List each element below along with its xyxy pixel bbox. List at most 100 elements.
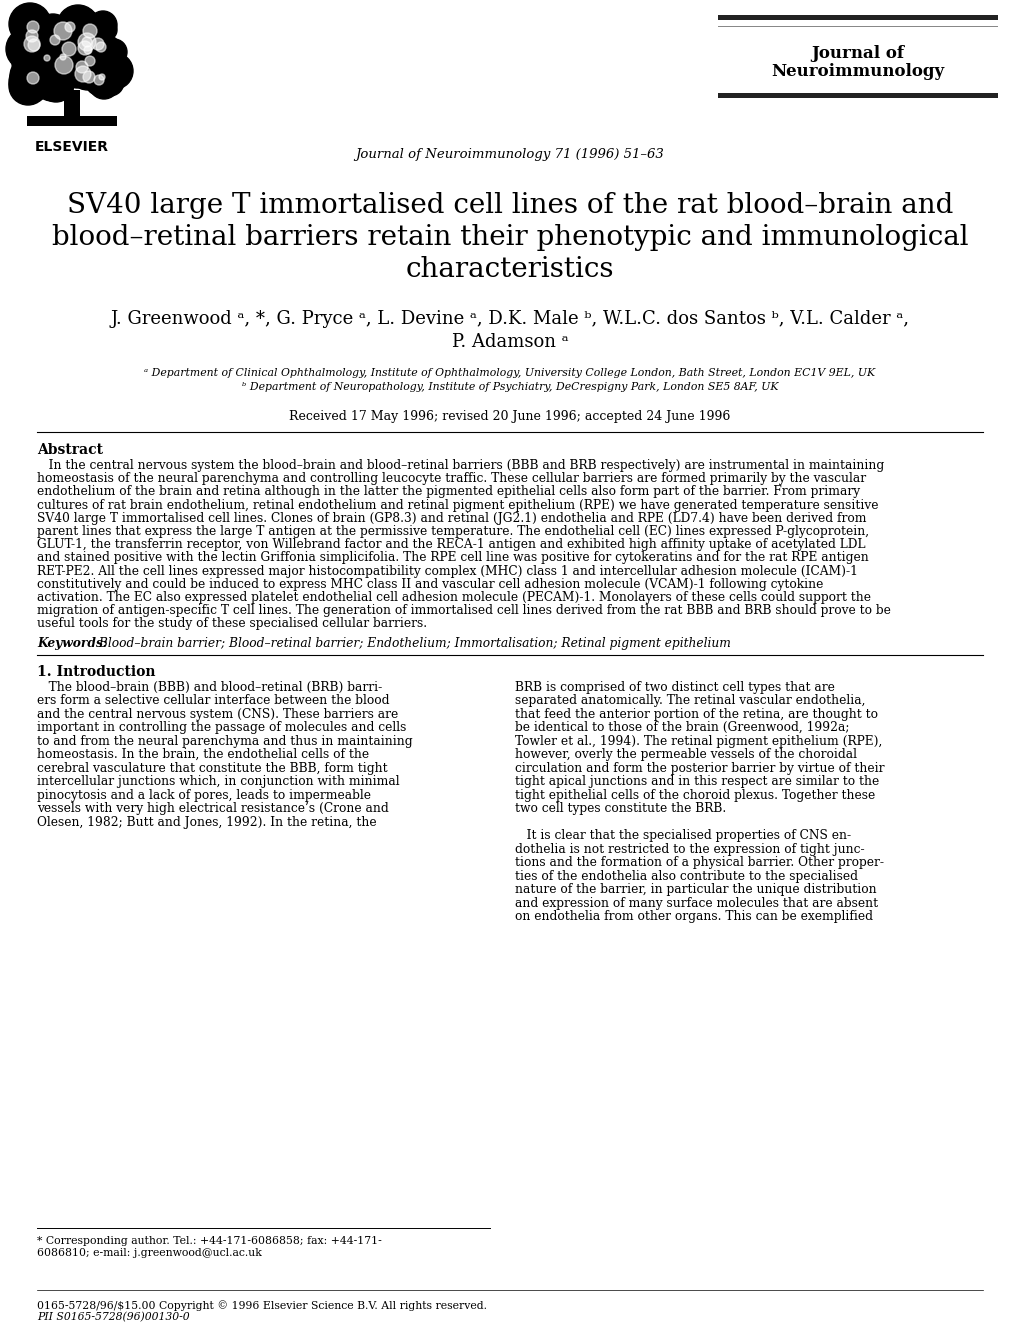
Circle shape [65, 17, 81, 33]
Text: SV40 large T immortalised cell lines. Clones of brain (GP8.3) and retinal (JG2.1: SV40 large T immortalised cell lines. Cl… [37, 512, 866, 524]
Circle shape [47, 31, 87, 71]
Text: SV40 large T immortalised cell lines of the rat blood–brain and: SV40 large T immortalised cell lines of … [67, 191, 952, 219]
Text: ᵇ Department of Neuropathology, Institute of Psychiatry, DeCrespigny Park, Londo: ᵇ Department of Neuropathology, Institut… [242, 383, 777, 392]
Circle shape [64, 9, 102, 47]
Text: dothelia is not restricted to the expression of tight junc-: dothelia is not restricted to the expres… [515, 843, 864, 855]
Text: J. Greenwood ᵃ, *, G. Pryce ᵃ, L. Devine ᵃ, D.K. Male ᵇ, W.L.C. dos Santos ᵇ, V.: J. Greenwood ᵃ, *, G. Pryce ᵃ, L. Devine… [110, 310, 909, 328]
Circle shape [10, 56, 50, 96]
Circle shape [28, 36, 66, 74]
Text: PII S0165-5728(96)00130-0: PII S0165-5728(96)00130-0 [37, 1313, 190, 1322]
Circle shape [55, 56, 73, 74]
Circle shape [35, 37, 75, 78]
Circle shape [9, 62, 51, 103]
Circle shape [60, 19, 96, 55]
Circle shape [48, 51, 77, 82]
Text: In the central nervous system the blood–brain and blood–retinal barriers (BBB an: In the central nervous system the blood–… [37, 459, 883, 472]
Text: useful tools for the study of these specialised cellular barriers.: useful tools for the study of these spec… [37, 617, 427, 630]
Text: constitutively and could be induced to express MHC class II and vascular cell ad: constitutively and could be induced to e… [37, 578, 822, 591]
Text: cerebral vasculature that constitute the BBB, form tight: cerebral vasculature that constitute the… [37, 761, 387, 775]
Text: 6086810; e-mail: j.greenwood@ucl.ac.uk: 6086810; e-mail: j.greenwood@ucl.ac.uk [37, 1248, 262, 1258]
Circle shape [28, 39, 40, 51]
Text: characteristics: characteristics [406, 256, 613, 284]
Text: vessels with very high electrical resistance’s (Crone and: vessels with very high electrical resist… [37, 801, 388, 815]
Circle shape [24, 25, 42, 43]
Circle shape [96, 68, 124, 96]
Circle shape [77, 33, 96, 51]
Text: ELSEVIER: ELSEVIER [35, 140, 109, 154]
Text: cultures of rat brain endothelium, retinal endothelium and retinal pigment epith: cultures of rat brain endothelium, retin… [37, 499, 877, 511]
Circle shape [26, 72, 39, 84]
Text: homeostasis. In the brain, the endothelial cells of the: homeostasis. In the brain, the endotheli… [37, 748, 369, 761]
Circle shape [83, 24, 97, 37]
Text: GLUT-1, the transferrin receptor, von Willebrand factor and the RECA-1 antigen a: GLUT-1, the transferrin receptor, von Wi… [37, 538, 865, 551]
Circle shape [92, 37, 104, 50]
Circle shape [84, 45, 92, 54]
Text: ers form a selective cellular interface between the blood: ers form a selective cellular interface … [37, 694, 389, 706]
Text: homeostasis of the neural parenchyma and controlling leucocyte traffic. These ce: homeostasis of the neural parenchyma and… [37, 472, 865, 486]
Circle shape [86, 71, 110, 95]
Circle shape [39, 66, 57, 84]
Circle shape [66, 66, 88, 88]
Text: circulation and form the posterior barrier by virtue of their: circulation and form the posterior barri… [515, 761, 883, 775]
Circle shape [17, 21, 45, 50]
Text: parent lines that express the large T antigen at the permissive temperature. The: parent lines that express the large T an… [37, 524, 868, 538]
Text: separated anatomically. The retinal vascular endothelia,: separated anatomically. The retinal vasc… [515, 694, 865, 706]
Circle shape [103, 41, 121, 59]
Text: Keywords:: Keywords: [37, 637, 107, 650]
Circle shape [33, 63, 71, 100]
Circle shape [66, 45, 104, 83]
Circle shape [95, 50, 113, 67]
Circle shape [48, 71, 68, 91]
Circle shape [90, 52, 108, 70]
Circle shape [97, 54, 132, 90]
Circle shape [60, 54, 66, 60]
Circle shape [43, 37, 78, 74]
Bar [717, 94, 997, 98]
Text: tight apical junctions and in this respect are similar to the: tight apical junctions and in this respe… [515, 775, 878, 788]
Circle shape [89, 70, 119, 99]
Bar [717, 15, 997, 20]
Text: It is clear that the specialised properties of CNS en-: It is clear that the specialised propert… [515, 830, 850, 842]
Circle shape [65, 16, 107, 58]
Text: The blood–brain (BBB) and blood–retinal (BRB) barri-: The blood–brain (BBB) and blood–retinal … [37, 681, 382, 693]
Text: ᵃ Department of Clinical Ophthalmology, Institute of Ophthalmology, University C: ᵃ Department of Clinical Ophthalmology, … [145, 368, 874, 379]
Text: Abstract: Abstract [37, 443, 103, 458]
Text: be identical to those of the brain (Greenwood, 1992a;: be identical to those of the brain (Gree… [515, 721, 849, 735]
Text: to and from the neural parenchyma and thus in maintaining: to and from the neural parenchyma and th… [37, 735, 413, 748]
Circle shape [96, 41, 106, 52]
Circle shape [43, 55, 65, 78]
Circle shape [96, 60, 126, 90]
Circle shape [25, 66, 44, 84]
Circle shape [89, 11, 117, 39]
Circle shape [31, 19, 67, 55]
Text: Neuroimmunology: Neuroimmunology [770, 63, 944, 80]
Bar [64, 90, 79, 118]
Circle shape [85, 56, 95, 66]
Circle shape [24, 36, 40, 52]
Circle shape [36, 13, 70, 48]
Bar [717, 25, 997, 27]
Text: Towler et al., 1994). The retinal pigment epithelium (RPE),: Towler et al., 1994). The retinal pigmen… [515, 735, 881, 748]
Text: two cell types constitute the BRB.: two cell types constitute the BRB. [515, 801, 726, 815]
Text: nature of the barrier, in particular the unique distribution: nature of the barrier, in particular the… [515, 883, 875, 896]
Circle shape [83, 71, 95, 83]
Circle shape [99, 74, 105, 80]
Circle shape [12, 44, 50, 82]
Circle shape [53, 39, 87, 74]
Circle shape [73, 21, 103, 51]
Circle shape [79, 51, 96, 67]
Text: and the central nervous system (CNS). These barriers are: and the central nervous system (CNS). Th… [37, 708, 397, 721]
Text: intercellular junctions which, in conjunction with minimal: intercellular junctions which, in conjun… [37, 775, 399, 788]
Bar [26, 116, 117, 126]
Text: BRB is comprised of two distinct cell types that are: BRB is comprised of two distinct cell ty… [515, 681, 835, 693]
Circle shape [54, 21, 72, 40]
Circle shape [77, 13, 102, 37]
Circle shape [77, 41, 92, 55]
Text: 0165-5728/96/$15.00 Copyright © 1996 Elsevier Science B.V. All rights reserved.: 0165-5728/96/$15.00 Copyright © 1996 Els… [37, 1301, 486, 1311]
Circle shape [45, 56, 73, 84]
Text: Olesen, 1982; Butt and Jones, 1992). In the retina, the: Olesen, 1982; Butt and Jones, 1992). In … [37, 816, 376, 828]
Circle shape [75, 66, 91, 82]
Circle shape [50, 35, 60, 45]
Circle shape [76, 62, 88, 74]
Circle shape [104, 50, 120, 66]
